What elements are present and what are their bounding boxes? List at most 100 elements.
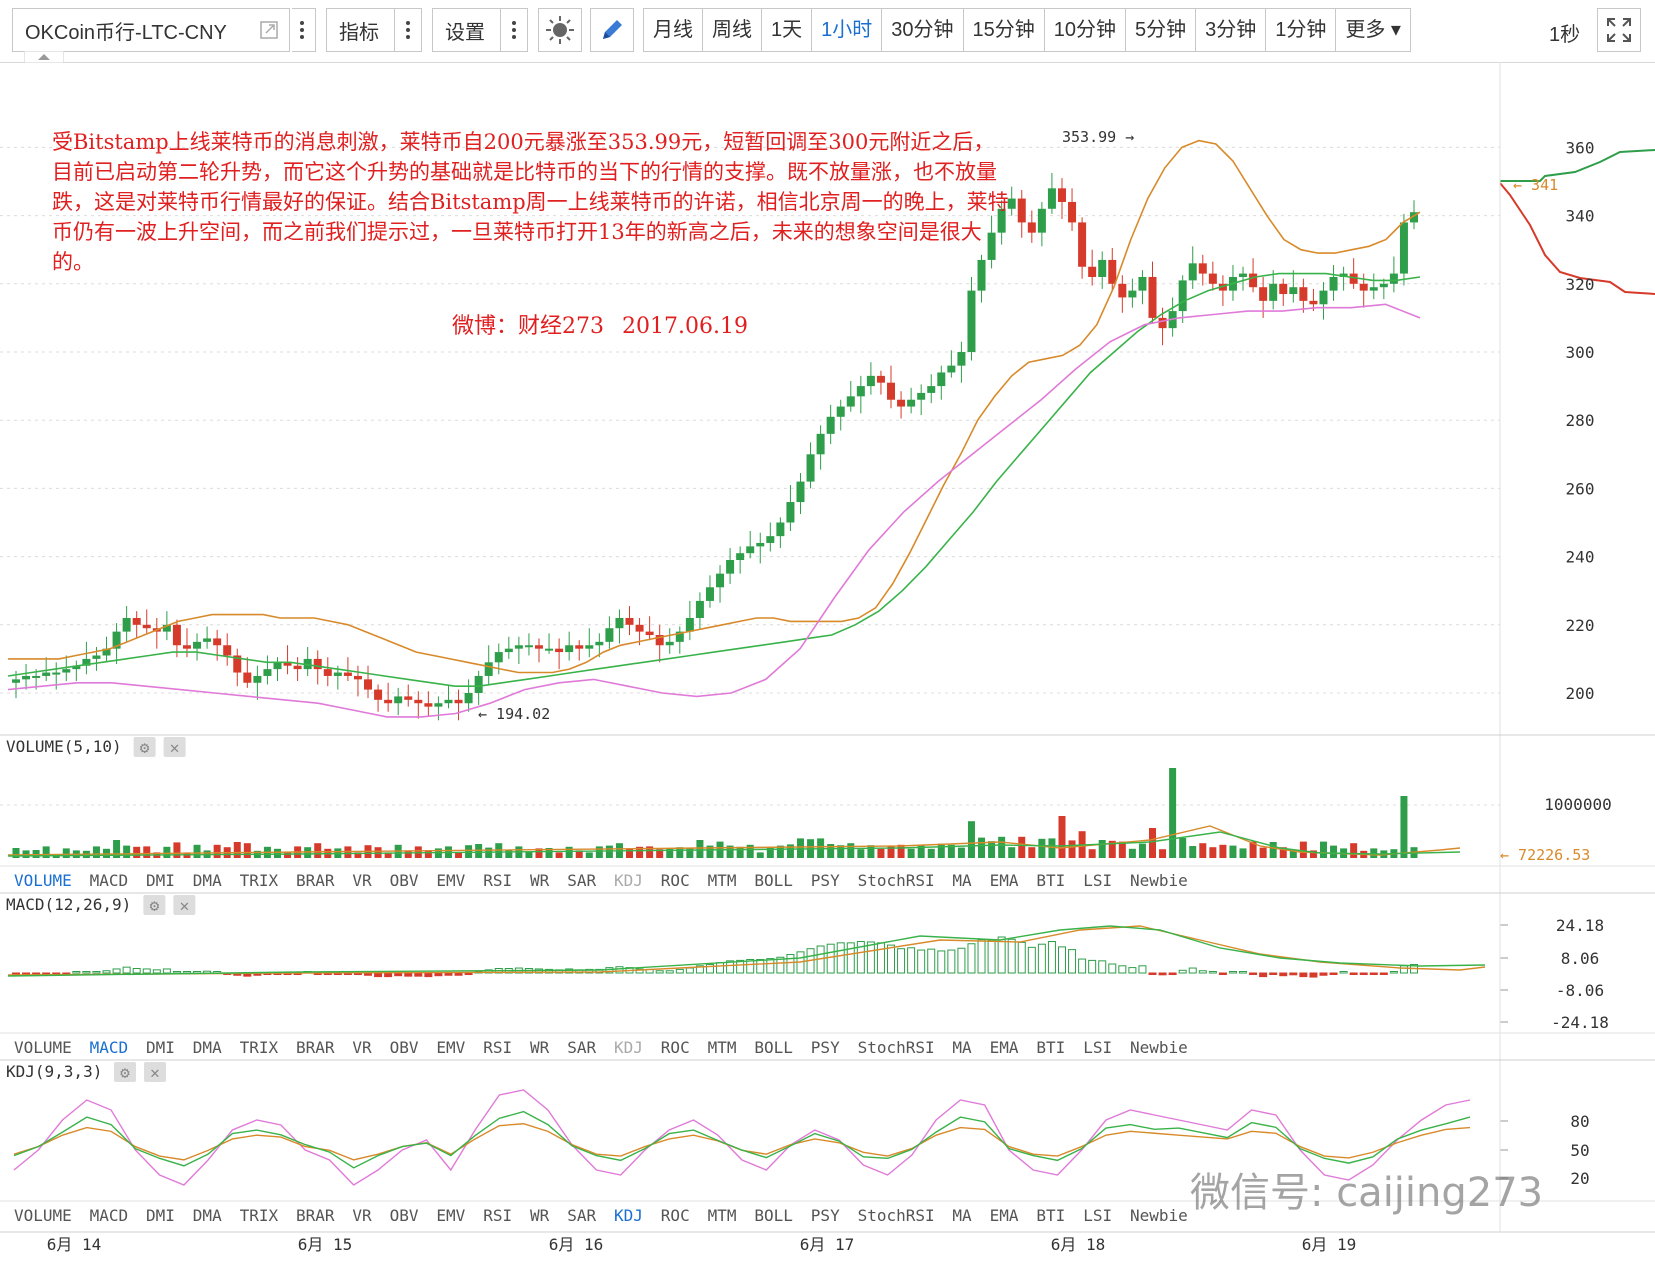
indicator-tab-vr[interactable]: VR [352, 1206, 372, 1225]
period-tab[interactable]: 10分钟 [1045, 9, 1126, 51]
indicator-tab-volume[interactable]: VOLUME [14, 1206, 72, 1225]
indicator-tab-dmi[interactable]: DMI [146, 1038, 175, 1057]
indicator-tab-wr[interactable]: WR [530, 871, 550, 890]
indicator-button[interactable]: 指标 [326, 8, 422, 52]
indicator-tab-vr[interactable]: VR [352, 871, 372, 890]
indicator-tab-wr[interactable]: WR [530, 1206, 550, 1225]
indicator-tab-stochrsi[interactable]: StochRSI [858, 1206, 935, 1225]
indicator-tab-bti[interactable]: BTI [1036, 1206, 1065, 1225]
indicator-tab-newbie[interactable]: Newbie [1130, 1206, 1188, 1225]
indicator-tab-dmi[interactable]: DMI [146, 1206, 175, 1225]
collapse-arrow-icon[interactable] [24, 51, 64, 63]
theme-toggle-button[interactable] [538, 8, 582, 52]
macd-histogram-bar [695, 965, 704, 974]
symbol-menu-button[interactable] [292, 8, 316, 52]
indicator-tab-brar[interactable]: BRAR [296, 1038, 335, 1057]
period-tab[interactable]: 1天 [762, 9, 813, 51]
indicator-tab-roc[interactable]: ROC [661, 1206, 690, 1225]
indicator-tab-sar[interactable]: SAR [567, 871, 596, 890]
indicator-tab-mtm[interactable]: MTM [708, 1206, 737, 1225]
indicator-tab-ema[interactable]: EMA [990, 1206, 1019, 1225]
period-tab[interactable]: 5分钟 [1126, 9, 1197, 51]
period-tab[interactable]: 周线 [703, 9, 762, 51]
candle-body [565, 645, 574, 653]
indicator-tab-dma[interactable]: DMA [193, 1206, 222, 1225]
indicator-tab-kdj[interactable]: KDJ [614, 1038, 643, 1057]
date-axis-label: 6月 17 [800, 1235, 855, 1254]
period-tab[interactable]: 30分钟 [882, 9, 964, 51]
indicator-tab-roc[interactable]: ROC [661, 1038, 690, 1057]
volume-bar [605, 845, 613, 858]
indicator-tab-vr[interactable]: VR [352, 1038, 372, 1057]
indicator-tab-volume[interactable]: VOLUME [14, 871, 72, 890]
indicator-tab-mtm[interactable]: MTM [708, 1038, 737, 1057]
indicator-tab-kdj[interactable]: KDJ [614, 1206, 643, 1225]
macd-histogram-bar [897, 948, 906, 974]
period-tab[interactable]: 15分钟 [964, 9, 1045, 51]
indicator-tab-ma[interactable]: MA [952, 1038, 972, 1057]
external-link-icon[interactable] [259, 20, 279, 40]
indicator-tab-bti[interactable]: BTI [1036, 1038, 1065, 1057]
volume-bar [42, 846, 50, 858]
indicator-tab-macd[interactable]: MACD [90, 1206, 129, 1225]
draw-tool-button[interactable] [590, 8, 634, 52]
indicator-tab-dma[interactable]: DMA [193, 871, 222, 890]
period-tab[interactable]: 3分钟 [1196, 9, 1267, 51]
indicator-tab-ema[interactable]: EMA [990, 871, 1019, 890]
indicator-tab-stochrsi[interactable]: StochRSI [858, 1038, 935, 1057]
chart-area[interactable]: 200 220 240 260 280 300 320 340 360 6月 14 6月 15 6月 … [0, 62, 1655, 1261]
symbol-selector[interactable]: OKCoin币行-LTC-CNY [12, 8, 290, 52]
indicator-tab-rsi[interactable]: RSI [483, 871, 512, 890]
indicator-tab-lsi[interactable]: LSI [1083, 1206, 1112, 1225]
indicator-tab-trix[interactable]: TRIX [240, 1038, 279, 1057]
indicator-tab-newbie[interactable]: Newbie [1130, 1038, 1188, 1057]
indicator-tab-psy[interactable]: PSY [811, 1206, 840, 1225]
indicator-tab-obv[interactable]: OBV [390, 871, 419, 890]
indicator-tab-sar[interactable]: SAR [567, 1038, 596, 1057]
indicator-tab-boll[interactable]: BOLL [754, 1206, 793, 1225]
indicator-tab-volume[interactable]: VOLUME [14, 1038, 72, 1057]
indicator-tab-newbie[interactable]: Newbie [1130, 871, 1188, 890]
indicator-tab-bti[interactable]: BTI [1036, 871, 1065, 890]
indicator-tab-obv[interactable]: OBV [390, 1038, 419, 1057]
period-tab[interactable]: 月线 [644, 9, 703, 51]
indicator-tab-brar[interactable]: BRAR [296, 1206, 335, 1225]
indicator-tab-kdj[interactable]: KDJ [614, 871, 643, 890]
indicator-tab-roc[interactable]: ROC [661, 871, 690, 890]
period-tab[interactable]: 1分钟 [1266, 9, 1337, 51]
indicator-tab-ema[interactable]: EMA [990, 1038, 1019, 1057]
indicator-tab-emv[interactable]: EMV [436, 871, 465, 890]
indicator-tab-dma[interactable]: DMA [193, 1038, 222, 1057]
indicator-tab-psy[interactable]: PSY [811, 871, 840, 890]
indicator-tab-stochrsi[interactable]: StochRSI [858, 871, 935, 890]
indicator-tab-trix[interactable]: TRIX [240, 1206, 279, 1225]
indicator-tab-rsi[interactable]: RSI [483, 1206, 512, 1225]
indicator-tab-boll[interactable]: BOLL [754, 1038, 793, 1057]
indicator-tab-obv[interactable]: OBV [390, 1206, 419, 1225]
indicator-tab-ma[interactable]: MA [952, 1206, 972, 1225]
more-dots-icon[interactable] [500, 9, 527, 51]
indicator-tab-psy[interactable]: PSY [811, 1038, 840, 1057]
indicator-tab-boll[interactable]: BOLL [754, 871, 793, 890]
indicator-tab-lsi[interactable]: LSI [1083, 1038, 1112, 1057]
indicator-tab-macd[interactable]: MACD [90, 871, 129, 890]
indicator-tab-dmi[interactable]: DMI [146, 871, 175, 890]
macd-histogram-bar [404, 972, 413, 977]
more-dots-icon[interactable] [394, 9, 421, 51]
indicator-tab-rsi[interactable]: RSI [483, 1038, 512, 1057]
refresh-interval[interactable]: 1秒 [1549, 24, 1581, 46]
indicator-tab-ma[interactable]: MA [952, 871, 972, 890]
indicator-tab-emv[interactable]: EMV [436, 1206, 465, 1225]
indicator-tab-brar[interactable]: BRAR [296, 871, 335, 890]
indicator-tab-wr[interactable]: WR [530, 1038, 550, 1057]
indicator-tab-sar[interactable]: SAR [567, 1206, 596, 1225]
period-tab[interactable]: 1小时 [812, 9, 883, 51]
indicator-tab-trix[interactable]: TRIX [240, 871, 279, 890]
indicator-tab-lsi[interactable]: LSI [1083, 871, 1112, 890]
indicator-tab-emv[interactable]: EMV [436, 1038, 465, 1057]
indicator-tab-mtm[interactable]: MTM [708, 871, 737, 890]
period-tab[interactable]: 更多 ▾ [1345, 19, 1401, 41]
indicator-tab-macd[interactable]: MACD [90, 1038, 129, 1057]
settings-button[interactable]: 设置 [432, 8, 528, 52]
fullscreen-button[interactable] [1597, 8, 1641, 52]
